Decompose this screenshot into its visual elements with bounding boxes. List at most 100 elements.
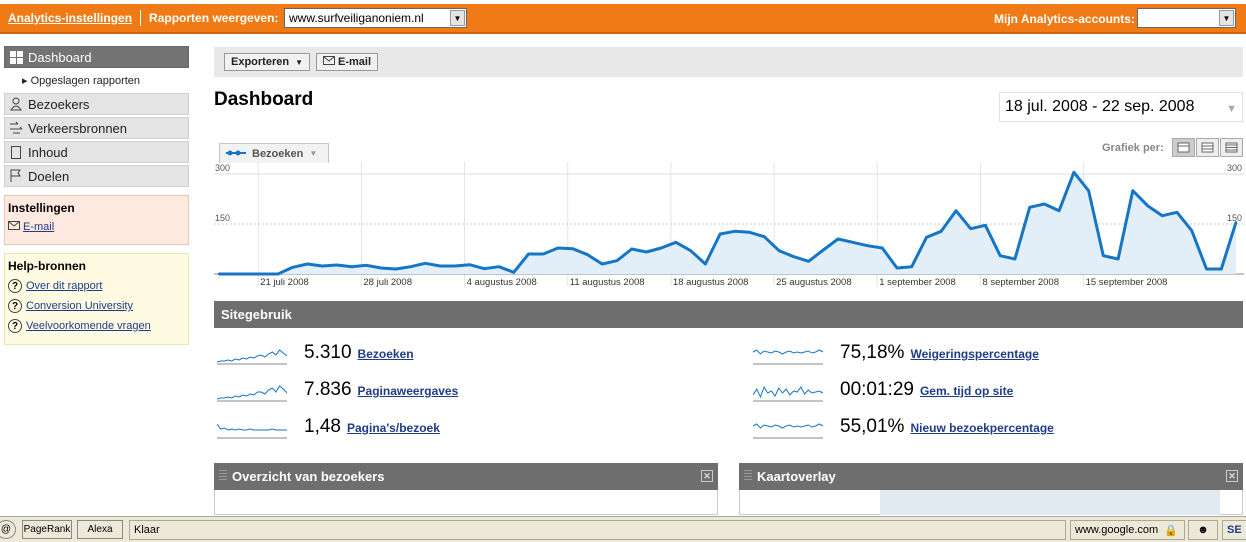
data-point[interactable] bbox=[586, 253, 589, 256]
data-point[interactable] bbox=[1146, 204, 1149, 207]
saved-reports-link[interactable]: ▸ Opgeslagen rapporten bbox=[22, 75, 141, 87]
data-point[interactable] bbox=[350, 265, 353, 268]
data-point[interactable] bbox=[601, 262, 604, 266]
data-point[interactable] bbox=[365, 264, 368, 267]
data-point[interactable] bbox=[1028, 206, 1031, 209]
drag-handle-icon[interactable] bbox=[744, 470, 752, 482]
data-point[interactable] bbox=[836, 237, 840, 241]
seo-button[interactable]: SE bbox=[1222, 520, 1246, 540]
data-point[interactable] bbox=[468, 263, 471, 266]
chart-metric-selector[interactable]: Bezoeken ▼ bbox=[219, 143, 329, 163]
metric-link[interactable]: Paginaweergaves bbox=[357, 384, 459, 398]
data-point[interactable] bbox=[1220, 267, 1223, 271]
help-link-faq[interactable]: Veelvoorkomende vragen bbox=[26, 320, 151, 332]
help-link-over-rapport[interactable]: Over dit rapport bbox=[26, 280, 103, 292]
data-point[interactable] bbox=[910, 265, 913, 268]
help-link-conversion-university[interactable]: Conversion University bbox=[26, 300, 133, 312]
data-point[interactable] bbox=[556, 246, 560, 250]
data-point[interactable] bbox=[940, 230, 943, 233]
nav-item-dashboard[interactable]: Dashboard bbox=[4, 46, 189, 68]
data-point[interactable] bbox=[291, 266, 294, 269]
data-point[interactable] bbox=[1057, 209, 1061, 212]
data-point[interactable] bbox=[512, 271, 515, 274]
data-point[interactable] bbox=[394, 267, 398, 271]
data-point[interactable] bbox=[807, 260, 810, 263]
data-point[interactable] bbox=[1102, 254, 1105, 257]
metric-link[interactable]: Bezoeken bbox=[357, 347, 414, 361]
metric-link[interactable]: Nieuw bezoekpercentage bbox=[910, 421, 1054, 435]
data-point[interactable] bbox=[925, 236, 928, 239]
data-point[interactable] bbox=[792, 255, 796, 258]
data-point[interactable] bbox=[659, 246, 663, 250]
data-point[interactable] bbox=[306, 262, 309, 266]
data-point[interactable] bbox=[851, 241, 854, 244]
nav-item-bezoekers[interactable]: Bezoekers bbox=[4, 93, 189, 115]
data-point[interactable] bbox=[866, 244, 869, 247]
data-point[interactable] bbox=[630, 247, 633, 251]
data-point[interactable] bbox=[1234, 221, 1238, 224]
data-point[interactable] bbox=[1175, 211, 1179, 214]
data-point[interactable] bbox=[335, 263, 339, 267]
data-point[interactable] bbox=[379, 266, 383, 270]
data-point[interactable] bbox=[969, 227, 972, 230]
data-point[interactable] bbox=[1072, 171, 1076, 174]
data-point[interactable] bbox=[1087, 189, 1090, 192]
alexa-button[interactable]: Alexa bbox=[77, 520, 123, 539]
email-button[interactable]: E-mail bbox=[316, 53, 379, 71]
data-point[interactable] bbox=[424, 262, 427, 265]
date-range-picker[interactable]: 18 jul. 2008 - 22 sep. 2008 ▼ bbox=[999, 92, 1243, 122]
site-select[interactable]: www.surfveiliganoniem.nl ▼ bbox=[284, 8, 467, 28]
data-point[interactable] bbox=[542, 252, 545, 256]
data-point[interactable] bbox=[998, 254, 1002, 257]
data-point[interactable] bbox=[881, 246, 884, 250]
data-point[interactable] bbox=[1190, 229, 1193, 232]
close-icon[interactable]: ✕ bbox=[701, 470, 713, 482]
data-point[interactable] bbox=[409, 265, 412, 268]
data-point[interactable] bbox=[645, 250, 648, 254]
view-month-button[interactable] bbox=[1220, 138, 1243, 157]
data-point[interactable] bbox=[320, 264, 324, 268]
data-point[interactable] bbox=[483, 267, 486, 270]
data-point[interactable] bbox=[1116, 257, 1120, 261]
data-point[interactable] bbox=[247, 272, 250, 276]
data-point[interactable] bbox=[704, 262, 707, 266]
data-point[interactable] bbox=[748, 231, 751, 234]
metric-link[interactable]: Weigeringspercentage bbox=[910, 347, 1039, 361]
view-day-button[interactable] bbox=[1172, 138, 1195, 157]
nav-item-verkeersbronnen[interactable]: Verkeersbronnen bbox=[4, 117, 189, 139]
data-point[interactable] bbox=[527, 252, 530, 256]
email-settings-link[interactable]: E-mail bbox=[23, 221, 55, 233]
data-point[interactable] bbox=[718, 232, 722, 236]
data-point[interactable] bbox=[497, 265, 501, 268]
data-point[interactable] bbox=[822, 248, 825, 252]
data-point[interactable] bbox=[232, 272, 235, 276]
data-point[interactable] bbox=[777, 249, 781, 252]
data-point[interactable] bbox=[571, 247, 574, 250]
data-point[interactable] bbox=[438, 264, 442, 268]
metric-link[interactable]: Gem. tijd op site bbox=[919, 384, 1014, 398]
data-point[interactable] bbox=[1161, 214, 1164, 217]
export-button[interactable]: Exporteren ▼ bbox=[224, 53, 310, 71]
data-point[interactable] bbox=[689, 249, 692, 252]
nav-item-inhoud[interactable]: Inhoud bbox=[4, 141, 189, 163]
drag-handle-icon[interactable] bbox=[219, 470, 227, 482]
data-point[interactable] bbox=[1131, 189, 1135, 192]
smiley-icon[interactable]: ☻ bbox=[1188, 520, 1218, 540]
data-point[interactable] bbox=[1013, 257, 1017, 261]
data-point[interactable] bbox=[954, 209, 958, 212]
data-point[interactable] bbox=[615, 259, 619, 262]
metric-link[interactable]: Pagina's/bezoek bbox=[346, 421, 440, 435]
data-point[interactable] bbox=[1043, 202, 1046, 206]
data-point[interactable] bbox=[217, 272, 221, 276]
data-point[interactable] bbox=[453, 264, 457, 268]
nav-item-doelen[interactable]: Doelen bbox=[4, 165, 189, 187]
view-week-button[interactable] bbox=[1196, 138, 1219, 157]
pagerank-button[interactable]: PageRank bbox=[22, 520, 72, 539]
data-point[interactable] bbox=[262, 272, 265, 276]
data-point[interactable] bbox=[733, 230, 737, 233]
data-point[interactable] bbox=[984, 224, 987, 227]
data-point[interactable] bbox=[674, 241, 678, 244]
data-point[interactable] bbox=[763, 235, 766, 238]
data-point[interactable] bbox=[276, 272, 280, 276]
close-icon[interactable]: ✕ bbox=[1226, 470, 1238, 482]
